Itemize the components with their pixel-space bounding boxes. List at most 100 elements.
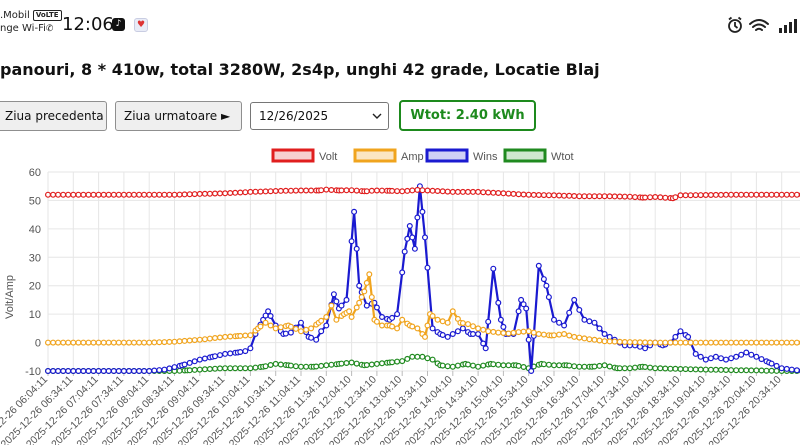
legend-item-amp[interactable]: Amp [353,148,424,163]
data-point [434,316,441,323]
data-point [687,339,694,346]
data-point [692,366,699,373]
carrier-wifi: nge Wi-Fi [0,23,46,34]
data-point [465,188,472,195]
data-point [318,317,325,324]
data-point [298,363,305,370]
data-point [636,339,643,346]
data-point [672,365,679,372]
data-point [414,353,421,360]
data-point [419,208,426,215]
data-point [672,333,679,340]
legend-label: Wtot [551,151,574,163]
data-point [581,335,588,342]
data-point [702,366,709,373]
data-point [571,333,578,340]
data-point [411,245,418,252]
data-point [348,238,355,245]
data-point [287,323,294,330]
data-point [323,322,330,329]
data-point [338,187,345,194]
data-point [753,367,760,374]
y-tick-label: 50 [29,195,41,207]
data-point [125,191,132,198]
data-point [556,362,563,369]
prev-day-button[interactable]: Ziua precedenta [0,101,107,131]
data-point [80,368,87,375]
data-point [422,234,429,241]
data-point [611,193,618,200]
data-point [222,350,229,357]
data-point [171,191,178,198]
series-amp [44,271,800,346]
data-point [697,366,704,373]
data-point [353,360,360,367]
data-point [520,301,527,308]
data-point [550,192,557,199]
data-point [601,362,608,369]
legend-item-wins[interactable]: Wins [425,148,498,163]
data-point [282,187,289,194]
data-point [722,191,729,198]
data-point [227,189,234,196]
data-point [166,191,173,198]
next-day-button[interactable]: Ziua urmatoare ► [115,101,242,131]
data-point [733,339,740,346]
data-point [156,191,163,198]
data-point [115,191,122,198]
data-point [788,366,795,373]
data-point [470,188,477,195]
data-point [323,186,330,193]
data-point [50,339,57,346]
clock: 12:06 [62,14,114,35]
data-point [176,367,183,374]
data-point [571,363,578,370]
data-point [677,339,684,346]
data-point [409,323,416,330]
data-point [65,191,72,198]
data-point [206,335,213,342]
data-point [500,330,507,337]
data-point [323,314,330,321]
data-point [793,367,800,374]
data-point [217,365,224,372]
data-point [778,365,785,372]
data-point [399,316,406,323]
data-point [95,191,102,198]
data-point [287,329,294,336]
data-point [520,191,527,198]
data-point [561,192,568,199]
data-point [409,187,416,194]
data-point [722,339,729,346]
data-point [217,334,224,341]
data-point [652,365,659,372]
legend-item-volt[interactable]: Volt [271,148,337,163]
data-point [356,282,363,289]
data-point [151,367,158,374]
data-point [191,337,198,344]
data-point [505,190,512,197]
data-point [166,365,173,372]
data-point [55,191,62,198]
chart-legend: Volt Amp Wins Wtot [271,148,574,163]
data-point [247,188,254,195]
data-point [591,319,598,326]
data-point [328,186,335,193]
data-point [191,191,198,198]
data-point [277,324,284,331]
legend-item-wtot[interactable]: Wtot [503,148,574,163]
data-point [738,351,745,358]
data-point [156,339,163,346]
wtot-total: Wtot: 2.40 kWh [399,100,536,131]
data-point [399,269,406,276]
date-select[interactable]: 12/26/2025 [250,102,389,130]
data-point [232,365,239,372]
data-point [191,358,198,365]
data-point [717,191,724,198]
data-point [356,299,363,306]
data-point [406,222,413,229]
data-point [70,339,77,346]
data-point [201,190,208,197]
data-point [662,365,669,372]
